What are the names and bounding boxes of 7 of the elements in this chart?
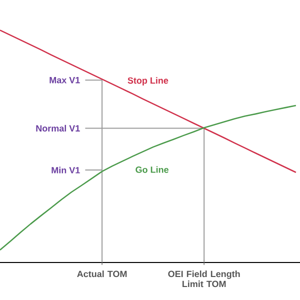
ref-line-label: Min V1: [52, 166, 80, 174]
ref-line-label: Normal V1: [36, 124, 80, 132]
x-tick-label: Actual TOM: [77, 270, 127, 278]
ref-line-label: Max V1: [50, 77, 80, 84]
annotation: Stop Line: [128, 77, 168, 86]
annotation: Go Line: [136, 166, 168, 173]
x-tick-label: OEI Field Length Limit TOM: [168, 270, 240, 288]
